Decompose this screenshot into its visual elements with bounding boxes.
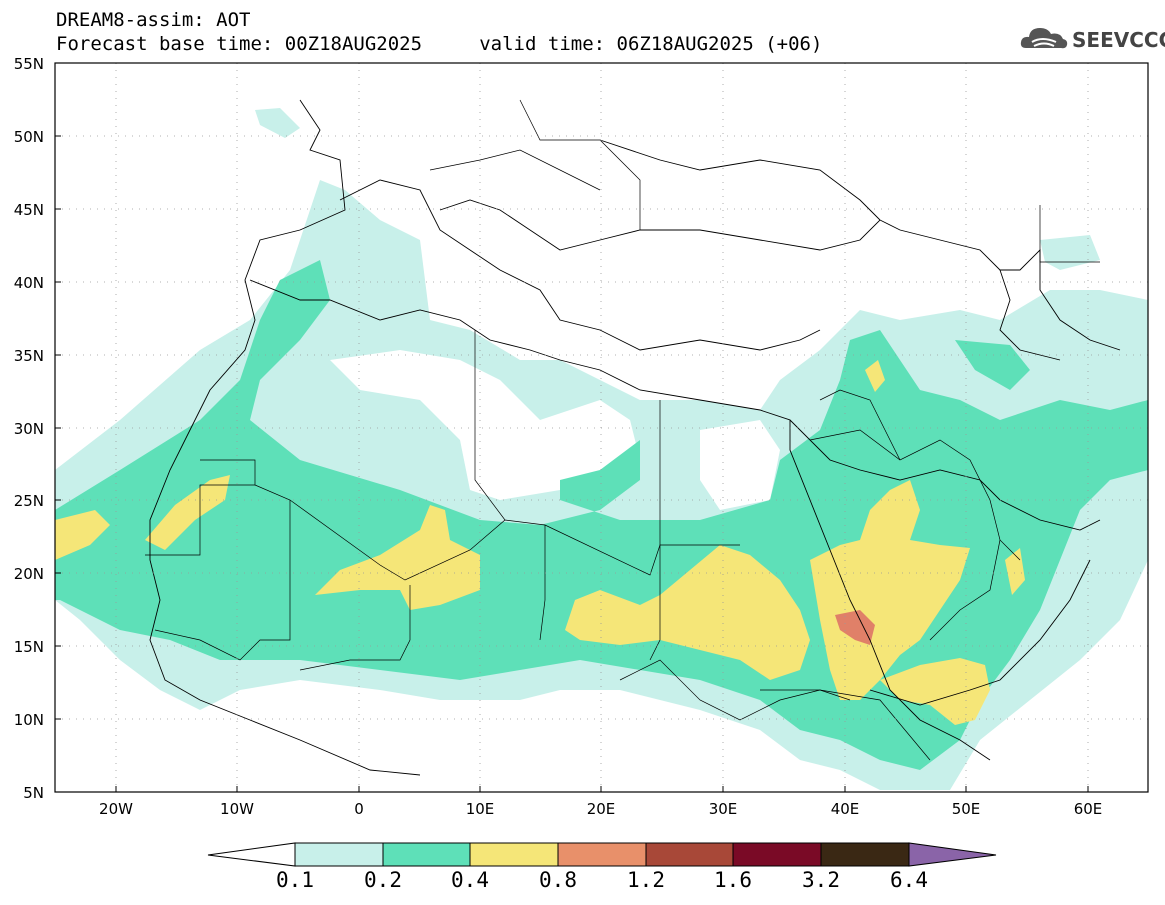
lat-label: 25N xyxy=(13,492,44,510)
colorbar-swatch-7 xyxy=(820,842,910,867)
lon-label: 0 xyxy=(354,800,364,818)
colorbar-label: 6.4 xyxy=(890,868,928,892)
aot-band-yellow-sahel xyxy=(315,505,480,610)
lat-label: 30N xyxy=(13,420,44,438)
map-subtitle-times: Forecast base time: 00Z18AUG2025 valid t… xyxy=(56,33,823,55)
map-borders xyxy=(145,99,1100,761)
colorbar-swatch-1 xyxy=(294,842,384,867)
lat-label: 5N xyxy=(23,784,44,802)
lat-label: 15N xyxy=(13,638,44,656)
lon-label: 60E xyxy=(1073,800,1103,818)
lon-label: 10E xyxy=(465,800,495,818)
aot-patch-mid-iran xyxy=(955,340,1030,390)
colorbar-label: 1.2 xyxy=(627,868,665,892)
lon-label: 10W xyxy=(220,800,254,818)
aot-band-yellow-west xyxy=(55,510,110,560)
colorbar-label: 0.4 xyxy=(451,868,489,892)
lat-label: 10N xyxy=(13,711,44,729)
lon-label: 20E xyxy=(586,800,616,818)
colorbar-label: 3.2 xyxy=(802,868,840,892)
map-coastlines xyxy=(149,99,1121,776)
cloud-logo-icon xyxy=(1020,28,1068,49)
map-gridlines xyxy=(55,63,1148,792)
logo-text: SEEVCCC xyxy=(1072,28,1165,52)
colorbar-swatch-5 xyxy=(645,842,734,867)
aot-contours xyxy=(55,63,1148,792)
colorbar-under-arrow xyxy=(207,842,296,867)
colorbar xyxy=(207,842,997,867)
aot-band-yellow-gulf-aden xyxy=(880,658,990,725)
colorbar-label: 0.8 xyxy=(539,868,577,892)
aot-hole-sahara xyxy=(330,350,640,500)
lat-label: 50N xyxy=(13,128,44,146)
lon-label: 20W xyxy=(99,800,133,818)
aot-band-orange xyxy=(835,610,875,645)
aot-band-yellow-mauritania xyxy=(145,475,230,550)
lat-label: 45N xyxy=(13,201,44,219)
colorbar-swatch-6 xyxy=(732,842,822,867)
lat-label: 35N xyxy=(13,347,44,365)
colorbar-label: 0.1 xyxy=(276,868,314,892)
axis-ticks xyxy=(55,62,1089,792)
lon-label: 50E xyxy=(951,800,981,818)
lon-label: 40E xyxy=(830,800,860,818)
colorbar-swatch-2 xyxy=(382,842,471,867)
lat-label: 55N xyxy=(13,55,44,73)
colorbar-over-arrow xyxy=(908,842,997,867)
seevccc-logo: SEEVCCC xyxy=(1018,22,1165,58)
lat-label: 20N xyxy=(13,565,44,583)
aot-patch-light-uk xyxy=(255,108,300,138)
aot-band-yellow-arabia xyxy=(810,480,970,700)
aot-band-yellow-iraq xyxy=(865,360,885,392)
colorbar-label: 1.6 xyxy=(714,868,752,892)
lon-label: 30E xyxy=(708,800,738,818)
map-title: DREAM8-assim: AOT xyxy=(56,9,251,31)
aot-patch-light-caspian xyxy=(1040,235,1100,270)
colorbar-label: 0.2 xyxy=(364,868,402,892)
colorbar-swatch-4 xyxy=(557,842,647,867)
aot-hole-egypt xyxy=(700,420,780,510)
colorbar-swatch-3 xyxy=(469,842,559,867)
lat-label: 40N xyxy=(13,274,44,292)
